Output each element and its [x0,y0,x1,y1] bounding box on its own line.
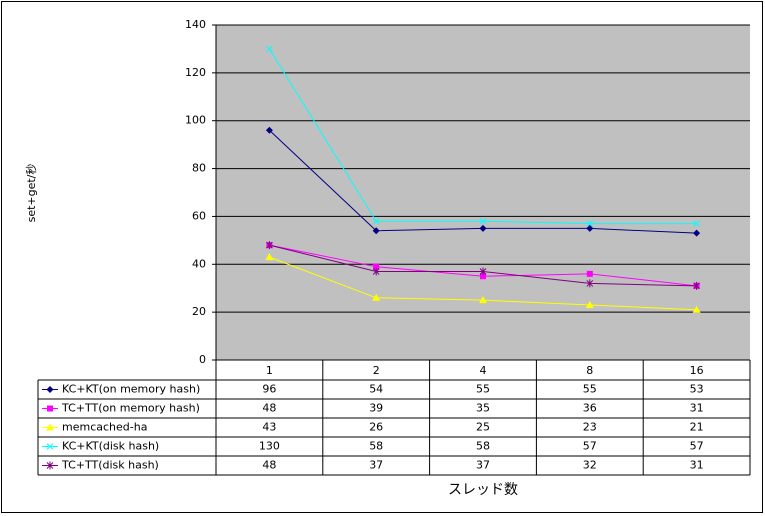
marker [265,126,273,134]
legend-label: KC+KT(disk hash) [62,440,159,453]
x-tick-label: 2 [373,364,380,377]
y-axis-title: set+get/秒 [24,164,38,223]
table-value: 130 [259,440,280,453]
table-value: 37 [476,459,490,472]
marker [265,253,274,261]
marker [479,267,487,276]
marker [373,263,380,270]
table-value: 37 [369,459,383,472]
marker [46,443,54,450]
y-tick-label: 60 [192,209,206,222]
marker [586,224,594,232]
table-value: 31 [690,459,704,472]
legend-label: TC+TT(on memory hash) [61,402,200,415]
x-axis-title: スレッド数 [448,482,518,498]
marker [479,224,487,232]
marker [586,220,594,227]
table-value: 48 [262,459,276,472]
marker [266,241,273,250]
table-value: 55 [476,383,490,396]
legend-label: memcached-ha [62,421,147,434]
x-tick-label: 1 [266,364,273,377]
marker [692,305,701,313]
table-value: 26 [369,421,383,434]
y-tick-label: 100 [185,114,206,127]
table-value: 48 [262,402,276,415]
table-value: 96 [262,383,276,396]
table-value: 58 [476,440,490,453]
x-tick-label: 16 [690,364,704,377]
marker [479,217,487,225]
table-value: 36 [583,402,597,415]
marker [372,293,381,301]
table-value: 32 [583,459,597,472]
marker [480,273,486,280]
table-value: 57 [583,440,597,453]
legend-label: TC+TT(disk hash) [61,459,159,472]
table-value: 57 [690,440,704,453]
marker [585,300,594,308]
marker [46,423,54,431]
marker [372,227,380,235]
table-value: 58 [369,440,383,453]
table-value: 23 [583,421,597,434]
marker [266,45,273,53]
table-value: 25 [476,421,490,434]
plot-area [216,25,750,360]
y-tick-label: 120 [185,66,206,79]
table-value: 35 [476,402,490,415]
marker [693,220,700,227]
table-value: 39 [369,402,383,415]
table-value: 31 [690,402,704,415]
table-value: 53 [690,383,704,396]
table-value: 55 [583,383,597,396]
y-tick-label: 140 [185,18,206,31]
y-tick-label: 20 [192,305,206,318]
marker [586,270,593,277]
marker [47,405,53,412]
x-tick-label: 8 [586,364,593,377]
marker [372,217,380,225]
marker [479,296,487,304]
marker [46,386,54,393]
marker [693,229,701,237]
y-tick-label: 40 [192,257,206,270]
marker [46,461,54,470]
legend-label: KC+KT(on memory hash) [62,383,200,396]
marker [693,281,700,290]
y-tick-label: 0 [199,353,206,366]
marker [586,279,594,288]
marker [372,267,380,276]
table-value: 21 [690,421,704,434]
table-value: 43 [262,421,276,434]
y-tick-label: 80 [192,162,206,175]
table-value: 54 [369,383,383,396]
x-tick-label: 4 [480,364,487,377]
